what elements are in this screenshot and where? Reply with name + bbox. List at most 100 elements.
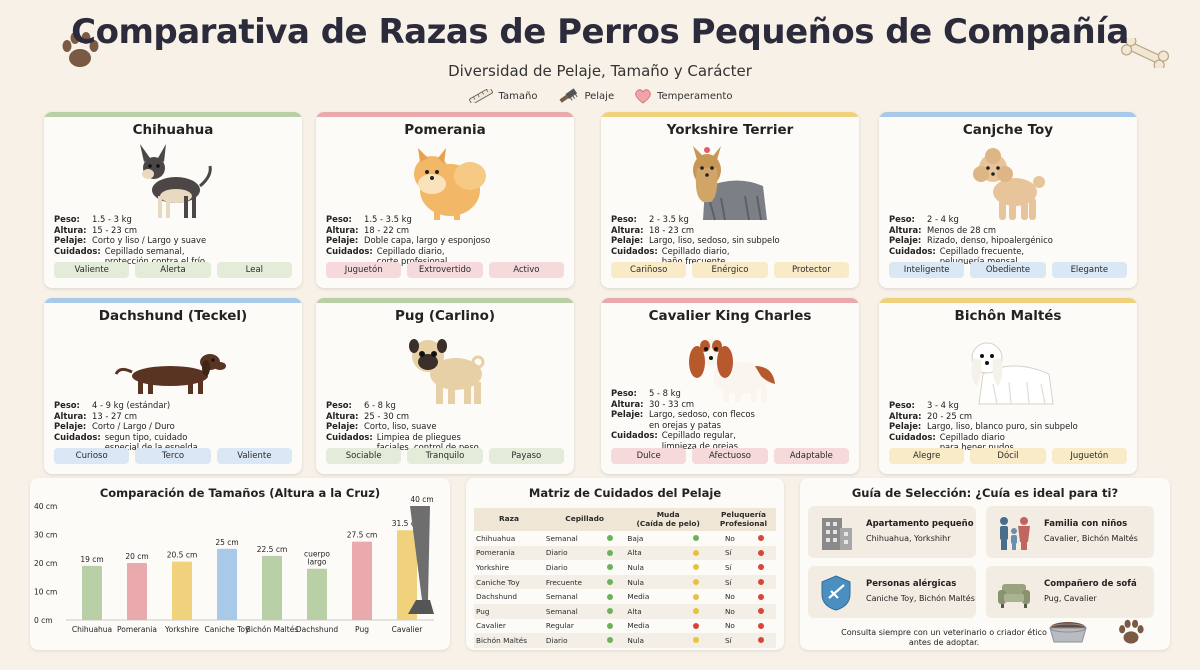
- matrix-groom-cell: Sí: [710, 574, 776, 590]
- weight-value: 4 - 9 kg (estándar): [92, 400, 171, 410]
- trait-badge: Afectuoso: [692, 448, 768, 464]
- breed-card-pomerania: Pomerania Peso: 1.5 - 3.5 kg Altura: 18 - …: [316, 112, 574, 288]
- matrix-header: Peluquería Profesional: [710, 508, 776, 531]
- matrix-row: Cavalier Regular Media No: [474, 619, 776, 634]
- matrix-brushing: Semanal: [545, 592, 578, 602]
- care-label: Cuidados:: [54, 245, 101, 256]
- bar-value-label: 27.5 cm: [347, 531, 378, 540]
- matrix-groom-cell: Sí: [710, 545, 776, 561]
- height-label: Altura:: [611, 398, 644, 409]
- weight-label: Peso:: [326, 400, 352, 410]
- matrix-breed: Bichón Maltés: [474, 633, 544, 648]
- care-label: Cuidados:: [54, 431, 101, 442]
- care-value: Cepillado semanal, protección contra el …: [104, 245, 205, 267]
- status-dot: [758, 564, 764, 571]
- care-matrix-title: Matriz de Cuidados del Pelaje: [528, 486, 722, 500]
- care-label: Cuidados:: [611, 245, 658, 256]
- matrix-brushing-cell: Semanal: [544, 531, 625, 546]
- height-value: 18 - 22 cm: [364, 224, 410, 235]
- matrix-shedding: Media: [627, 592, 650, 602]
- matrix-groom-cell: No: [711, 619, 776, 634]
- reference-shoe: [408, 600, 434, 614]
- trait-badges: Alegre Dócil Juguetón: [889, 448, 1127, 464]
- yorkshire-illustration: [693, 146, 767, 221]
- matrix-groom-cell: Sí: [710, 633, 776, 648]
- height-label: Altura:: [54, 224, 87, 235]
- breed-name: Yorkshire Terrier: [666, 122, 794, 138]
- coat-label: Pelaje:: [889, 421, 922, 432]
- trait-badge: Tranquilo: [407, 448, 483, 464]
- matrix-breed: Chihuahua: [476, 533, 516, 543]
- coat-value: Corto, liso, suave: [364, 421, 437, 432]
- heart-icon: [635, 89, 651, 104]
- legend-label: Pelaje: [584, 90, 615, 102]
- matrix-brushing-cell: Semanal: [543, 603, 626, 619]
- guide-option-text: Chihuahua, Yorkshihr: [866, 534, 951, 543]
- matrix-groom-cell: No: [710, 603, 776, 619]
- guide-title: Guía de Selección: ¿Cuía es ideal para t…: [851, 486, 1119, 500]
- breed-facts: Peso: 1.5 - 3 kg Altura: 15 - 23 cm Pelaje…: [54, 214, 294, 267]
- status-dot: [758, 579, 764, 586]
- pomeranian-illustration: [414, 148, 486, 220]
- size-bar: [127, 563, 147, 620]
- trait-badge: Valiente: [54, 262, 130, 278]
- card-stripe: [44, 298, 302, 303]
- height-label: Altura:: [889, 410, 922, 421]
- trait-badge: Terco: [135, 448, 211, 464]
- height-value: 15 - 23 cm: [92, 224, 138, 235]
- status-dot: [692, 593, 699, 600]
- height-label: Altura:: [326, 410, 359, 421]
- coat-value: Doble capa, largo y esponjoso: [364, 235, 491, 246]
- status-dot: [758, 593, 764, 600]
- size-chart-panel: Comparación de Tamaños (Altura a la Cruz…: [30, 478, 450, 650]
- matrix-header: Cepillado: [543, 508, 626, 531]
- size-bar: [307, 568, 327, 620]
- matrix-groom-cell: No: [711, 531, 776, 546]
- guide-option-sofa: Compañero de sofá Pug, Cavalier: [986, 566, 1154, 618]
- matrix-row: Bichón Maltés Diario Nula Sí: [474, 633, 776, 648]
- status-dot: [758, 637, 764, 644]
- size-chart: 0 cm 10 cm 20 cm 30 cm 40 cm 19 cm Chihuahua 20…: [34, 495, 434, 634]
- status-dot: [758, 622, 764, 629]
- x-category-label: Cavalier: [392, 625, 424, 634]
- x-category-label: Caniche Toy: [205, 625, 250, 634]
- breed-facts: Peso: 2 - 4 kg Altura: Menos de 28 cm Pela…: [889, 214, 1129, 267]
- page-title: Comparativa de Razas de Perros Pequeños …: [71, 12, 1129, 52]
- card-stripe: [316, 112, 574, 117]
- status-dot: [607, 564, 614, 571]
- card-stripe: [601, 298, 859, 303]
- size-bar: [262, 555, 282, 620]
- trait-badges: Cariñoso Enérgico Protector: [611, 262, 849, 278]
- status-dot: [758, 608, 764, 615]
- breed-name: Pomerania: [404, 122, 486, 138]
- coat-label: Pelaje:: [889, 235, 922, 246]
- matrix-groom: No: [724, 606, 735, 616]
- bar-value-label: cuerpo: [304, 550, 330, 559]
- weight-label: Peso:: [54, 214, 80, 224]
- paw-print-icon: [62, 32, 99, 67]
- matrix-shedding: Alta: [627, 548, 642, 558]
- matrix-shedding: Media: [627, 621, 650, 631]
- y-tick-label: 20 cm: [34, 559, 57, 568]
- trait-badge: Extrovertido: [407, 262, 483, 278]
- matrix-breed: Caniche Toy: [474, 574, 544, 590]
- trait-badge: Alegre: [889, 448, 965, 464]
- breed-facts: Peso: 1.5 - 3.5 kg Altura: 18 - 22 cm Pela…: [326, 214, 566, 267]
- matrix-groom-cell: Sí: [711, 560, 776, 575]
- bar-value-label: 22.5 cm: [257, 545, 288, 554]
- trait-badge: Obediente: [970, 262, 1046, 278]
- matrix-brushing-cell: Diario: [544, 560, 625, 575]
- matrix-brushing: Semanal: [545, 533, 578, 543]
- trait-badge: Juguetón: [1051, 448, 1127, 464]
- brush-icon: [559, 88, 579, 103]
- coat-label: Pelaje:: [611, 235, 644, 246]
- coat-label: Pelaje:: [326, 235, 359, 246]
- weight-value: 1.5 - 3.5 kg: [364, 214, 412, 224]
- guide-option-title: Familia con niños: [1044, 519, 1128, 529]
- trait-badge: Inteligente: [889, 262, 965, 278]
- size-bar: [172, 561, 192, 620]
- trait-badge: Payaso: [488, 448, 564, 464]
- x-category-label: Yorkshire: [164, 625, 199, 634]
- y-tick-label: 0 cm: [34, 616, 53, 625]
- food-bowl-icon: [1049, 622, 1087, 643]
